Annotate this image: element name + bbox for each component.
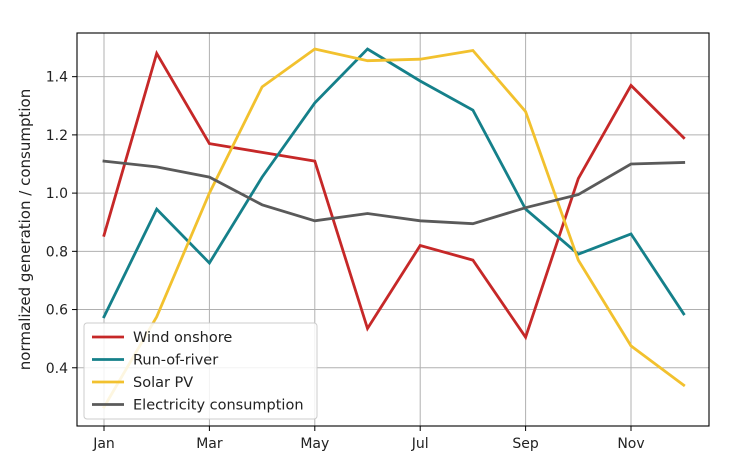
x-tick-label: Sep xyxy=(512,436,539,452)
legend-box xyxy=(83,322,318,420)
x-tick-label: Mar xyxy=(196,436,223,452)
y-axis-label: normalized generation / consumption xyxy=(16,89,34,370)
legend-label: Run-of-river xyxy=(133,353,218,369)
x-tick-label: Jul xyxy=(411,436,429,452)
x-tick-label: Nov xyxy=(617,436,644,452)
y-tick-label: 0.4 xyxy=(46,361,68,377)
y-tick-label: 1.2 xyxy=(46,128,68,144)
series-line-solar-pv xyxy=(102,47,686,410)
y-tick-label: 1.0 xyxy=(46,186,68,202)
x-tick-label: May xyxy=(300,436,329,452)
legend-label: Solar PV xyxy=(133,375,193,391)
y-tick-label: 0.6 xyxy=(46,303,68,319)
legend-label: Wind onshore xyxy=(133,330,232,346)
ticks: 0.4 0.6 0.8 1.0 1.2 1.4 Jan Mar May Jul Sep Nov xyxy=(46,70,645,452)
grid xyxy=(77,33,709,426)
legend: Wind onshore Run-of-river Solar PV Electric… xyxy=(83,322,318,420)
series-line-electricity-consumption xyxy=(102,159,686,226)
series-line-run-of-river xyxy=(102,47,686,319)
plot-frame xyxy=(76,32,710,427)
y-tick-label: 1.4 xyxy=(46,70,68,86)
series-lines xyxy=(102,47,686,410)
series-line-wind-onshore xyxy=(102,49,686,341)
x-tick-label: Jan xyxy=(92,436,115,452)
y-tick-label: 0.8 xyxy=(46,244,68,260)
legend-label: Electricity consumption xyxy=(133,398,304,414)
